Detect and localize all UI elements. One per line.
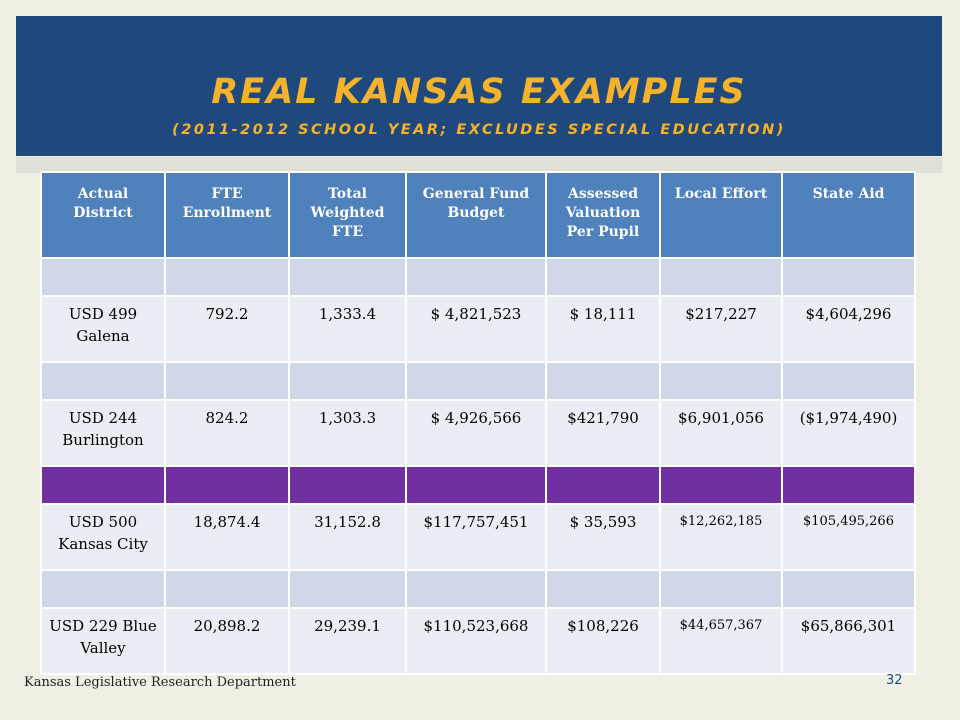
assessed-valuation-cell: $ 18,111	[545, 295, 661, 363]
slide-title: REAL KANSAS EXAMPLES	[211, 72, 747, 112]
header-general-fund-budget: General Fund Budget	[405, 171, 547, 259]
district-cell: USD 229 Blue Valley	[40, 607, 166, 675]
table-row: USD 500 Kansas City 18,874.4 31,152.8 $1…	[40, 503, 916, 571]
general-fund-cell: $ 4,821,523	[405, 295, 547, 363]
fte-enrollment-cell: 792.2	[164, 295, 290, 363]
weighted-fte-cell: 31,152.8	[288, 503, 407, 571]
header-state-aid: State Aid	[781, 171, 916, 259]
state-aid-cell: $105,495,266	[781, 503, 916, 571]
fte-enrollment-cell: 824.2	[164, 399, 290, 467]
district-cell: USD 499 Galena	[40, 295, 166, 363]
general-fund-cell: $117,757,451	[405, 503, 547, 571]
fte-enrollment-cell: 20,898.2	[164, 607, 290, 675]
header-fte-enrollment: FTE Enrollment	[164, 171, 290, 259]
district-cell: USD 500 Kansas City	[40, 503, 166, 571]
state-aid-cell: $4,604,296	[781, 295, 916, 363]
page-number: 32	[886, 673, 903, 688]
local-effort-cell: $6,901,056	[659, 399, 783, 467]
state-aid-cell: ($1,974,490)	[781, 399, 916, 467]
table-row: USD 499 Galena 792.2 1,333.4 $ 4,821,523…	[40, 295, 916, 363]
district-cell: USD 244 Burlington	[40, 399, 166, 467]
spacer-row	[40, 361, 916, 401]
header-local-effort: Local Effort	[659, 171, 783, 259]
weighted-fte-cell: 1,333.4	[288, 295, 407, 363]
title-band: REAL KANSAS EXAMPLES (2011-2012 SCHOOL Y…	[16, 16, 942, 156]
assessed-valuation-cell: $108,226	[545, 607, 661, 675]
header-total-weighted-fte: Total Weighted FTE	[288, 171, 407, 259]
assessed-valuation-cell: $421,790	[545, 399, 661, 467]
spacer-row	[40, 257, 916, 297]
district-table: Actual District FTE Enrollment Total Wei…	[40, 171, 916, 675]
local-effort-cell: $217,227	[659, 295, 783, 363]
state-aid-cell: $65,866,301	[781, 607, 916, 675]
weighted-fte-cell: 29,239.1	[288, 607, 407, 675]
table-row: USD 244 Burlington 824.2 1,303.3 $ 4,926…	[40, 399, 916, 467]
footer-department: Kansas Legislative Research Department	[24, 675, 296, 690]
slide-subtitle: (2011-2012 SCHOOL YEAR; EXCLUDES SPECIAL…	[172, 122, 786, 138]
table-row: USD 229 Blue Valley 20,898.2 29,239.1 $1…	[40, 607, 916, 675]
general-fund-cell: $110,523,668	[405, 607, 547, 675]
general-fund-cell: $ 4,926,566	[405, 399, 547, 467]
highlight-spacer-row	[40, 465, 916, 505]
title-shadow	[16, 157, 942, 173]
fte-enrollment-cell: 18,874.4	[164, 503, 290, 571]
header-assessed-valuation: Assessed Valuation Per Pupil	[545, 171, 661, 259]
local-effort-cell: $12,262,185	[659, 503, 783, 571]
table-header-row: Actual District FTE Enrollment Total Wei…	[40, 171, 916, 259]
spacer-row	[40, 569, 916, 609]
header-actual-district: Actual District	[40, 171, 166, 259]
weighted-fte-cell: 1,303.3	[288, 399, 407, 467]
assessed-valuation-cell: $ 35,593	[545, 503, 661, 571]
local-effort-cell: $44,657,367	[659, 607, 783, 675]
